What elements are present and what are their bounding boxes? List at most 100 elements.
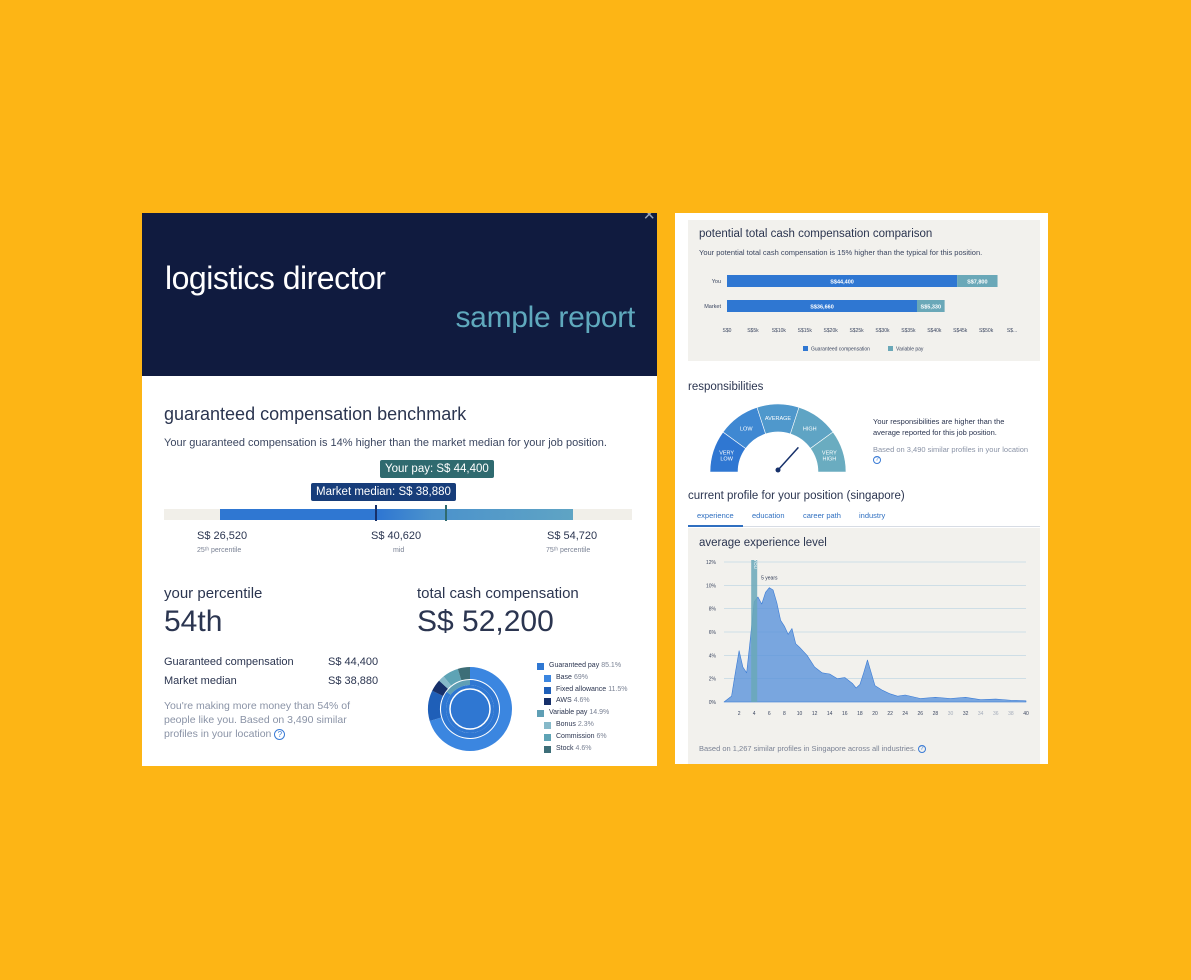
legend-text: Guaranteed pay	[549, 662, 600, 669]
comparison-legend-swatch	[803, 346, 808, 351]
profile-tabs: experience education career path industr…	[688, 510, 1040, 527]
experience-note-text: Based on 1,267 similar profiles in Singa…	[699, 744, 916, 753]
legend-swatch	[544, 733, 551, 741]
exp-x-tick: 8	[783, 711, 786, 717]
comparison-x-tick: S$10k	[772, 328, 787, 334]
help-icon[interactable]: ?	[917, 745, 926, 754]
market-median-marker	[375, 505, 377, 521]
comparison-legend-label: Guaranteed compensation	[811, 347, 870, 353]
profile-title: current profile for your position (singa…	[688, 490, 905, 502]
donut-center	[446, 685, 494, 733]
experience-note: Based on 1,267 similar profiles in Singa…	[699, 744, 926, 754]
exp-y-tick: 8%	[709, 607, 717, 613]
close-icon[interactable]: ×	[643, 213, 655, 226]
legend-text: Variable pay	[549, 709, 588, 717]
gauge-level-word: LOW	[720, 456, 733, 462]
total-cash-value: S$ 52,200	[417, 605, 554, 638]
donut-slice-commission	[443, 668, 462, 686]
legend-label: Base 69%	[556, 674, 588, 681]
comparison-bar	[957, 275, 998, 287]
legend-swatch	[544, 745, 551, 753]
total-cash-title: total cash compensation	[417, 585, 579, 602]
exp-x-tick: 24	[902, 711, 908, 717]
gauge-level-label: VERY HIGH	[822, 450, 837, 462]
gauge-level-word: HIGH	[822, 456, 836, 462]
exp-y-tick: 0%	[709, 700, 717, 706]
benchmark-description: Your guaranteed compensation is 14% high…	[164, 437, 607, 449]
legend-text: Stock	[556, 744, 574, 752]
exp-x-tick: 4	[753, 711, 756, 717]
gauge-level-word: VERY	[822, 450, 837, 456]
legend-label: Bonus 2.3%	[556, 721, 594, 728]
exp-x-tick: 2	[738, 711, 741, 717]
tab-career-path[interactable]: career path	[803, 511, 841, 520]
report-card: logistics director sample report × guara…	[142, 213, 657, 766]
donut-outer-ring	[428, 667, 512, 751]
benchmark-range-bar	[220, 509, 573, 520]
market-median-tooltip: Market median: S$ 38,880	[311, 483, 456, 501]
pay-mix-donut	[428, 667, 512, 751]
percentile-title: your percentile	[164, 585, 263, 602]
legend-text: Commission	[556, 732, 595, 740]
legend-label: Variable pay 14.9%	[549, 709, 609, 716]
p25-label: 25ᵗʰ percentile	[197, 547, 242, 554]
exp-y-tick: 2%	[709, 677, 717, 683]
legend-swatch	[537, 710, 544, 718]
comparison-description: Your potential total cash compensation i…	[699, 248, 983, 257]
p25-value: S$ 26,520	[197, 530, 248, 542]
donut-center-ring	[449, 688, 491, 730]
comparison-legend-label: Variable pay	[896, 347, 924, 353]
comparison-x-tick: S$...	[1007, 328, 1017, 334]
comparison-x-tick: S$45k	[953, 328, 968, 334]
exp-y-tick: 4%	[709, 653, 717, 659]
exp-area	[723, 587, 1027, 703]
tab-industry[interactable]: industry	[859, 511, 886, 520]
p75-label: 75ᵗʰ percentile	[546, 547, 591, 554]
legend-swatch	[544, 698, 551, 706]
comparison-x-tick: S$15k	[798, 328, 813, 334]
tab-experience[interactable]: experience	[697, 511, 734, 520]
guaranteed-comp-label: Guaranteed compensation	[164, 656, 294, 668]
comparison-bar	[916, 300, 945, 312]
market-median-value: S$ 38,880	[328, 675, 379, 687]
exp-x-tick: 16	[842, 711, 848, 717]
experience-chart: 0%2%4%6%8%10%12%2 4 6 8 10 12 14 16 18 20 22 24 26 28…	[706, 559, 1029, 717]
legend-swatch	[544, 722, 551, 729]
legend-label: Stock 4.6%	[556, 745, 591, 752]
legend-percent: 4.6%	[573, 697, 590, 705]
percentile-note: You're making more money than 54% of peo…	[164, 699, 379, 741]
exp-x-tick: 34	[978, 711, 984, 717]
legend-percent: 69%	[573, 673, 588, 681]
exp-y-tick: 12%	[706, 560, 717, 566]
report-page-2: potential total cash compensation compar…	[675, 213, 1048, 764]
gauge-level-word: VERY	[719, 450, 734, 456]
comparison-panel: potential total cash compensation compar…	[688, 220, 1040, 361]
exp-x-tick: 40	[1023, 711, 1029, 717]
exp-x-tick: 32	[963, 711, 969, 717]
gauge-level-label: AVERAGE	[765, 416, 792, 422]
donut-inner-ring	[441, 680, 499, 738]
tab-education[interactable]: education	[752, 511, 785, 520]
legend-label: Fixed allowance 11.5%	[556, 686, 628, 693]
comparison-bar-label: S$36,660	[810, 305, 834, 311]
legend-percent: 14.9%	[589, 709, 610, 717]
legend-text: Bonus	[556, 721, 576, 728]
legend-percent: 11.5%	[608, 685, 628, 693]
exp-x-tick: 30	[948, 711, 954, 717]
report-header: logistics director sample report ×	[142, 213, 657, 376]
legend-text: Fixed allowance	[556, 685, 607, 693]
help-icon[interactable]: ?	[873, 456, 881, 465]
legend-percent: 2.3%	[577, 721, 594, 728]
comparison-bar	[727, 300, 917, 312]
comparison-x-tick: S$0	[723, 328, 732, 334]
responsibilities-description: Your responsibilities are higher than th…	[873, 417, 1005, 437]
legend-percent: 85.1%	[601, 662, 622, 669]
report-subtitle: sample report	[455, 301, 635, 334]
exp-y-tick: 10%	[706, 583, 717, 589]
comparison-bar	[727, 275, 958, 287]
gauge-pivot	[775, 467, 781, 473]
help-icon[interactable]: ?	[274, 728, 286, 740]
donut-slice-fixed-allowance	[428, 690, 443, 721]
experience-panel: average experience level 0% 2% 4% 6% 8% 10% 12…	[688, 528, 1040, 764]
legend-text: AWS	[556, 697, 572, 705]
